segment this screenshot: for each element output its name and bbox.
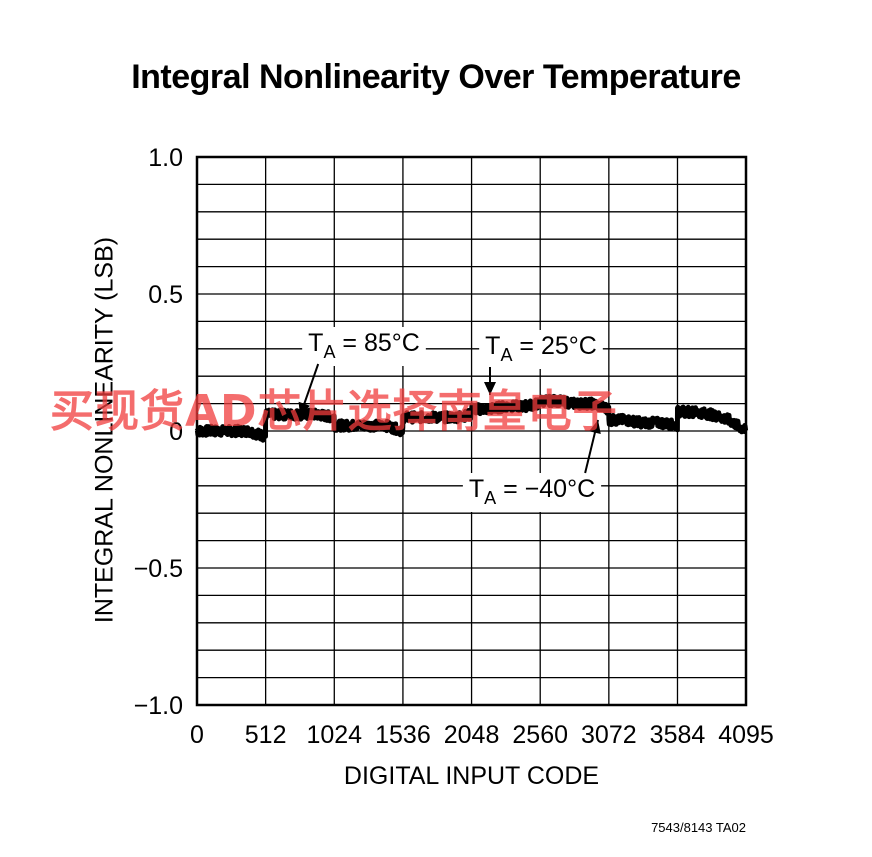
y-tick-label: 0.5 [148, 281, 183, 309]
x-tick-label: 3584 [650, 721, 706, 749]
figure-code: 7543/8143 TA02 [651, 820, 746, 835]
series-line [194, 393, 749, 443]
x-axis-label: DIGITAL INPUT CODE [343, 762, 600, 790]
annotation-label: TA = 85°C [308, 329, 420, 362]
annotation-box [462, 473, 602, 512]
annotation-label: TA = 25°C [485, 332, 597, 365]
chart-title: Integral Nonlinearity Over Temperature [131, 58, 741, 96]
y-tick-label: −1.0 [134, 692, 183, 720]
x-tick-label: 3072 [581, 721, 637, 749]
annotation-arrowhead [298, 401, 310, 416]
annotation-arrowhead [589, 420, 601, 434]
annotations: TA = 85°C TA = 25°C TA = −40°C [298, 327, 603, 512]
x-tick-label: 2560 [512, 721, 568, 749]
x-tick-label: 1536 [375, 721, 431, 749]
x-tick-label: 4095 [718, 721, 774, 749]
x-tick-label: 1024 [306, 721, 362, 749]
y-tick-label: 1.0 [148, 144, 183, 172]
y-tick-label: −0.5 [134, 555, 183, 583]
x-tick-label: 0 [190, 721, 204, 749]
series-group [194, 393, 749, 443]
y-tick-label: 0 [169, 418, 183, 446]
x-tick-label: 512 [245, 721, 287, 749]
annotation-box [479, 330, 603, 369]
x-tick-label: 2048 [444, 721, 500, 749]
annotation-arrowhead [484, 382, 496, 395]
plot-frame [195, 155, 748, 707]
watermark: 买现货AD芯片选择南皇电子 [50, 386, 618, 437]
tick-labels: 0 512 1024 1536 2048 2560 3072 3584 4095 −1.0 −0.5… [134, 144, 774, 749]
annotation-label: TA = −40°C [469, 475, 595, 508]
annotation-box [302, 327, 426, 366]
